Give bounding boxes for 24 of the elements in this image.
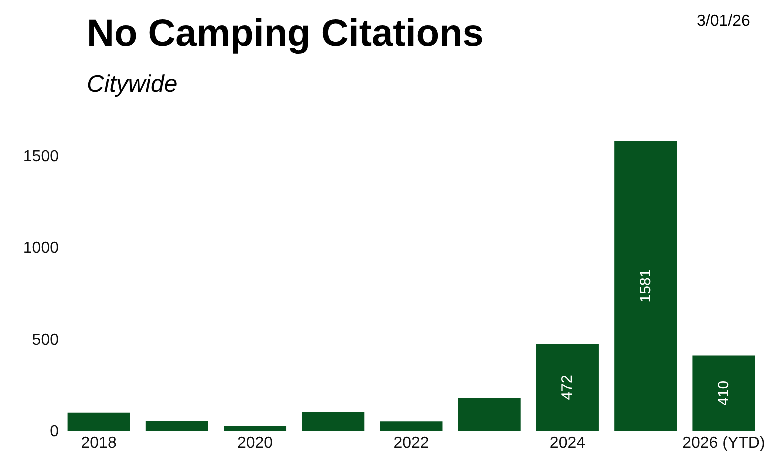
chart-title: No Camping Citations (87, 13, 484, 55)
x-tick-label: 2020 (237, 435, 274, 452)
bar (224, 426, 287, 431)
bar (302, 412, 365, 431)
data-label: 1581 (637, 269, 654, 303)
bar (68, 412, 130, 431)
y-tick-label: 1000 (23, 240, 60, 258)
bar (536, 344, 599, 431)
data-label: 472 (559, 375, 576, 400)
bar (458, 398, 521, 431)
x-tick-label: 2018 (81, 435, 117, 452)
y-tick-label: 500 (32, 332, 60, 349)
chart-subtitle: Citywide (87, 71, 178, 98)
bar (614, 141, 678, 431)
bar (692, 356, 756, 431)
bar (380, 422, 443, 431)
y-tick-label: 0 (50, 424, 60, 441)
bar (146, 421, 208, 431)
y-tick-label: 1500 (23, 148, 60, 166)
x-tick-label: 2026 (YTD) (682, 435, 766, 452)
text: 3/01/26 (697, 13, 750, 30)
x-tick-label: 2022 (394, 435, 430, 452)
data-label: 410 (715, 380, 732, 406)
x-tick-label: 2024 (550, 435, 586, 452)
